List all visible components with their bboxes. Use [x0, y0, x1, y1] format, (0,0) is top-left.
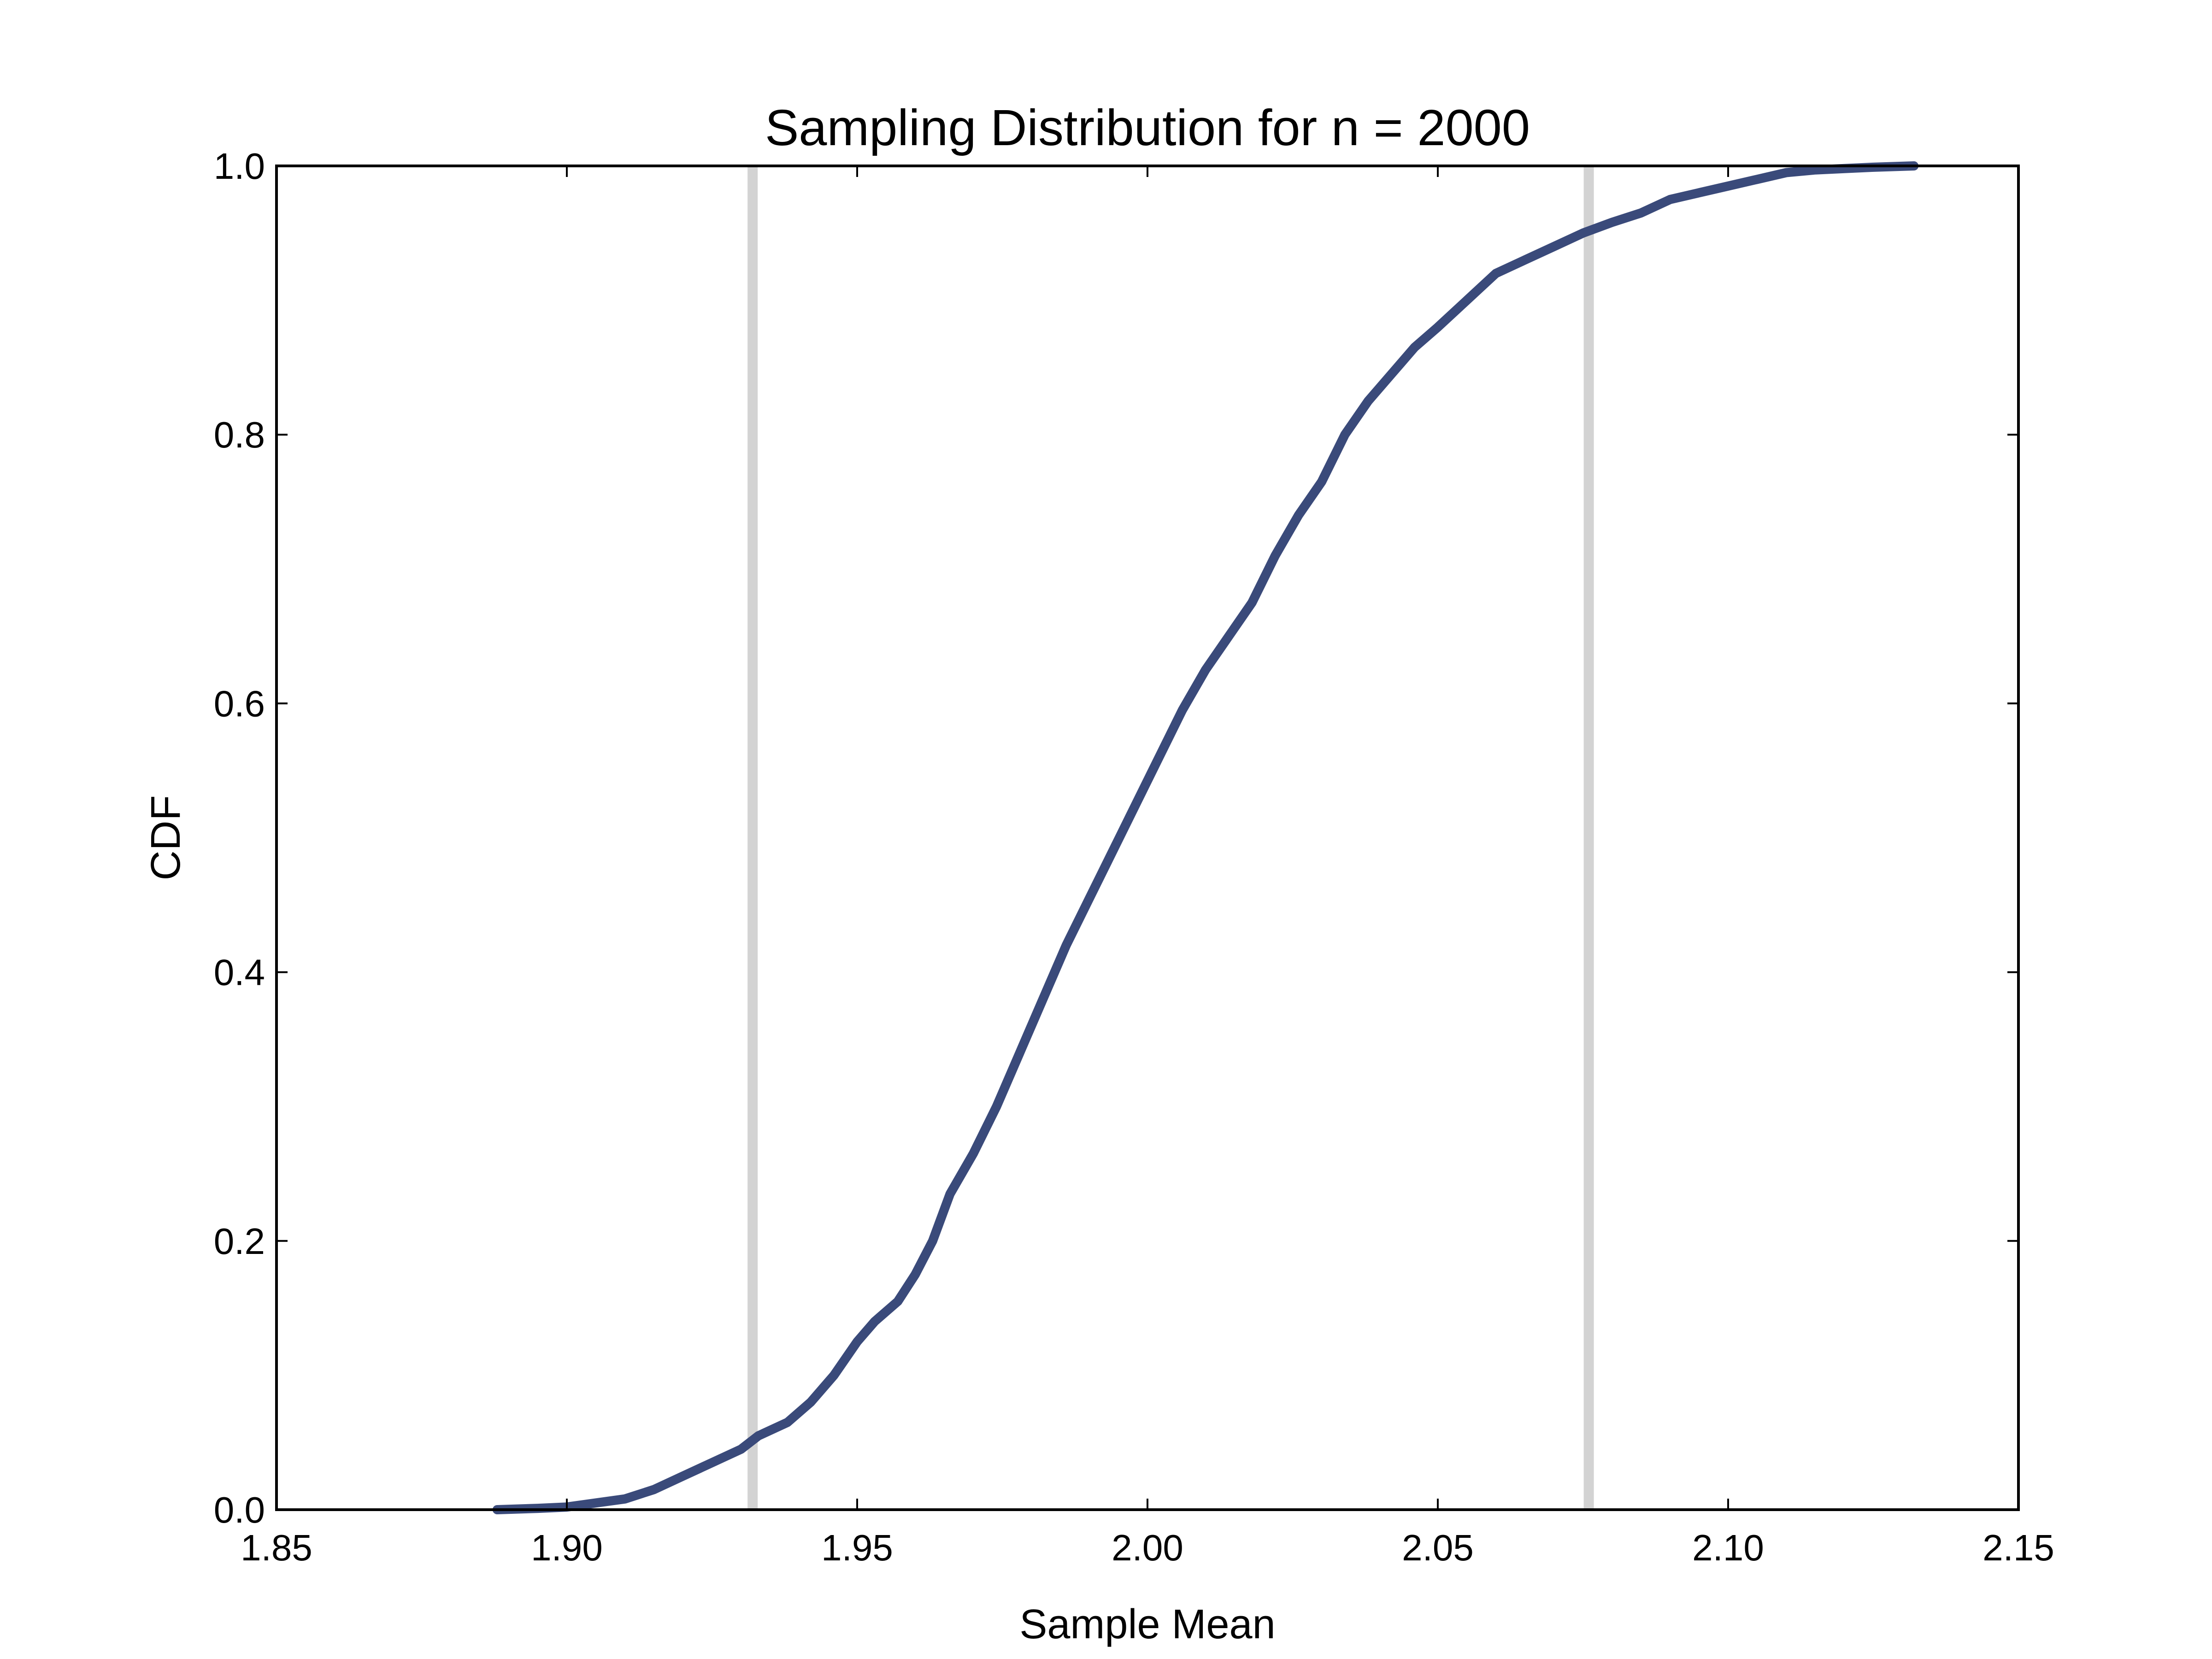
y-tick-label: 0.8 [214, 414, 265, 455]
x-tick-label: 2.05 [1402, 1527, 1474, 1568]
y-tick-label: 0.6 [214, 683, 265, 724]
y-axis-ticks: 0.0 0.2 0.4 0.6 0.8 1.0 [214, 146, 2018, 1530]
y-tick-label: 1.0 [214, 146, 265, 187]
y-tick-label: 0.0 [214, 1489, 265, 1530]
y-tick-label: 0.4 [214, 952, 265, 993]
y-tick-label: 0.2 [214, 1221, 265, 1262]
series-line-0 [492, 161, 1919, 1514]
x-axis-label: Sample Mean [1019, 1601, 1275, 1647]
x-tick-label: 2.10 [1692, 1527, 1764, 1568]
x-tick-label: 2.00 [1112, 1527, 1183, 1568]
chart-title: Sampling Distribution for n = 2000 [765, 100, 1530, 156]
x-tick-label: 1.85 [241, 1527, 312, 1568]
reference-lines [747, 166, 1594, 1510]
y-axis-label: CDF [143, 795, 189, 881]
x-tick-label: 1.90 [531, 1527, 603, 1568]
x-tick-label: 2.15 [1983, 1527, 2054, 1568]
plot-frame [275, 165, 2020, 1511]
x-tick-label: 1.95 [821, 1527, 893, 1568]
series-layer [492, 161, 1919, 1514]
x-axis-ticks: 1.85 1.90 1.95 2.00 2.05 2.10 2.15 [241, 166, 2054, 1568]
